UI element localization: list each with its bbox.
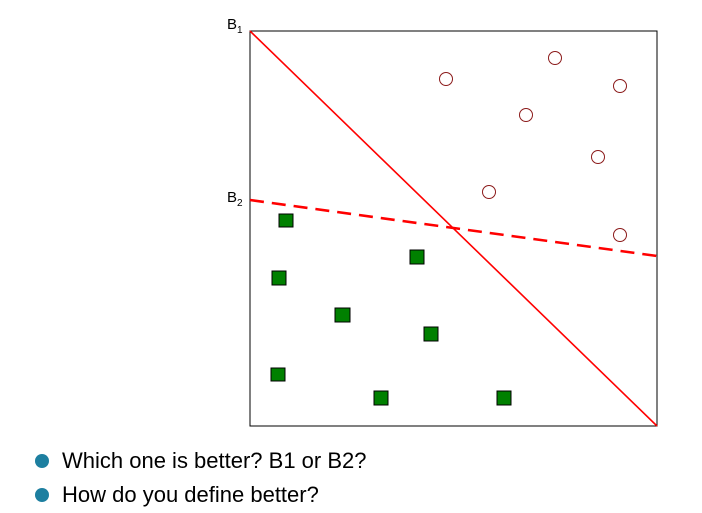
question-text: How do you define better? [62, 482, 319, 507]
square-point [496, 390, 512, 406]
square-point [334, 307, 351, 323]
boundary-b2-label-subscript: 2 [237, 198, 243, 209]
circle-point [591, 150, 605, 164]
question-text: Which one is better? B1 or B2? [62, 448, 367, 473]
square-point [278, 213, 294, 228]
bullet-dot-icon [35, 488, 49, 502]
plot-frame [249, 30, 658, 427]
square-point [270, 367, 286, 382]
circle-point [439, 72, 453, 86]
circle-class-points [439, 51, 627, 242]
question-item-define-better: How do you define better? [34, 478, 367, 512]
question-item-which-better: Which one is better? B1 or B2? [34, 444, 367, 478]
bullet-dot-icon [35, 454, 49, 468]
square-class-points [270, 213, 512, 406]
square-point [373, 390, 389, 406]
boundary-b2-label-name: B [227, 189, 237, 206]
decision-boundary-diagram: B1 B2 [227, 16, 658, 427]
boundary-b1-label: B1 [227, 16, 243, 36]
square-point [423, 326, 439, 342]
boundary-b2-label: B2 [227, 189, 243, 209]
circle-point [613, 228, 627, 242]
circle-point [613, 79, 627, 93]
boundary-b2-line [249, 198, 658, 258]
circle-point [482, 185, 496, 199]
boundary-b1-label-subscript: 1 [237, 25, 243, 36]
circle-point [519, 108, 533, 122]
square-point [409, 249, 425, 265]
circle-point [548, 51, 562, 65]
boundary-b1-label-name: B [227, 16, 237, 33]
square-point [271, 270, 287, 286]
question-list: Which one is better? B1 or B2? How do yo… [34, 444, 367, 512]
